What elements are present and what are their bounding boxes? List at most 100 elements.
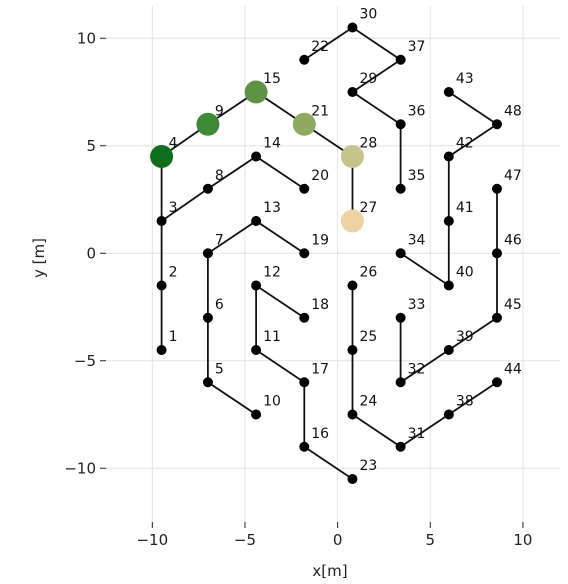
point-layer xyxy=(150,22,502,484)
data-point xyxy=(347,345,358,355)
point-label: 32 xyxy=(408,361,426,377)
point-label: 12 xyxy=(263,265,281,281)
x-tick-label: −5 xyxy=(234,531,256,549)
x-tick-label: 0 xyxy=(333,531,343,549)
point-label: 20 xyxy=(311,168,329,184)
y-tick-label: −10 xyxy=(64,459,96,477)
point-label: 35 xyxy=(408,168,426,184)
point-label-layer: 1234567891011121314151617181920212223242… xyxy=(169,7,522,475)
data-point xyxy=(251,345,262,355)
point-label: 34 xyxy=(408,232,426,248)
path-line xyxy=(255,283,353,480)
point-label: 3 xyxy=(169,200,178,216)
data-point xyxy=(299,441,310,452)
point-label: 38 xyxy=(456,394,474,410)
x-axis-label: x[m] xyxy=(312,562,347,580)
data-point xyxy=(395,312,406,323)
data-point xyxy=(443,87,454,97)
data-point xyxy=(395,54,406,65)
point-label: 5 xyxy=(215,361,224,377)
path-line xyxy=(207,219,305,416)
data-point xyxy=(395,441,406,452)
data-point xyxy=(202,312,213,323)
point-label: 19 xyxy=(311,232,329,248)
data-point xyxy=(491,183,502,194)
point-label: 36 xyxy=(408,103,426,119)
point-label: 2 xyxy=(169,265,178,281)
data-point xyxy=(443,151,454,162)
point-label: 10 xyxy=(263,394,281,410)
path-line xyxy=(161,155,305,222)
point-label: 43 xyxy=(456,71,474,87)
data-point xyxy=(202,183,213,194)
point-label: 11 xyxy=(263,329,281,345)
data-point xyxy=(443,280,454,291)
data-point xyxy=(251,216,262,226)
point-label: 16 xyxy=(311,426,329,442)
point-label: 7 xyxy=(215,232,224,248)
x-tick-label: −10 xyxy=(136,531,168,549)
data-point xyxy=(395,248,406,259)
point-label: 8 xyxy=(215,168,224,184)
point-label: 37 xyxy=(408,39,426,55)
data-point xyxy=(395,183,406,194)
data-point xyxy=(299,183,310,194)
x-tick-label: 5 xyxy=(426,531,436,549)
data-point xyxy=(251,409,262,420)
point-label: 15 xyxy=(263,71,281,87)
point-label: 45 xyxy=(504,297,522,313)
point-label: 30 xyxy=(359,7,377,23)
data-point xyxy=(347,409,358,420)
point-label: 42 xyxy=(456,136,474,152)
point-label: 27 xyxy=(359,200,377,216)
y-tick-label: 10 xyxy=(77,29,96,47)
point-label: 14 xyxy=(263,136,281,152)
x-tick-label: 10 xyxy=(513,531,532,549)
data-point xyxy=(491,377,502,388)
highlighted-point xyxy=(150,145,174,168)
point-label: 18 xyxy=(311,297,329,313)
data-point xyxy=(443,345,454,355)
data-point xyxy=(299,377,310,388)
point-label: 23 xyxy=(359,458,377,474)
highlighted-point xyxy=(340,145,364,168)
data-point xyxy=(202,377,213,388)
data-point xyxy=(347,474,358,484)
axis-layer: −10 −5 0 5 10 10 5 0 −5 −10 xyxy=(64,29,532,549)
path-line xyxy=(400,91,499,288)
point-label: 47 xyxy=(504,168,522,184)
point-label: 13 xyxy=(263,200,281,216)
point-label: 39 xyxy=(456,329,474,345)
point-label: 31 xyxy=(408,426,426,442)
data-point xyxy=(156,216,167,226)
data-point xyxy=(443,409,454,420)
data-point xyxy=(347,22,358,33)
point-label: 48 xyxy=(504,103,522,119)
highlighted-point xyxy=(340,209,364,233)
point-label: 26 xyxy=(359,265,377,281)
path-line xyxy=(351,285,498,448)
point-label: 21 xyxy=(311,103,329,119)
path-line xyxy=(399,188,498,384)
data-point xyxy=(491,119,502,130)
point-label: 6 xyxy=(215,297,224,313)
data-point xyxy=(251,280,262,291)
data-point xyxy=(299,248,310,259)
point-label: 46 xyxy=(504,232,522,248)
data-point xyxy=(299,312,310,323)
data-point xyxy=(443,216,454,226)
point-label: 28 xyxy=(359,136,377,152)
data-point xyxy=(395,377,406,388)
highlighted-point xyxy=(196,112,220,136)
point-label: 24 xyxy=(359,394,377,410)
point-label: 22 xyxy=(311,39,329,55)
path-line xyxy=(303,26,403,189)
data-point xyxy=(347,280,358,291)
data-point xyxy=(299,54,310,65)
point-label: 44 xyxy=(504,361,522,377)
data-point xyxy=(491,312,502,323)
data-point xyxy=(395,119,406,130)
data-point xyxy=(156,345,167,355)
point-label: 17 xyxy=(311,361,329,377)
